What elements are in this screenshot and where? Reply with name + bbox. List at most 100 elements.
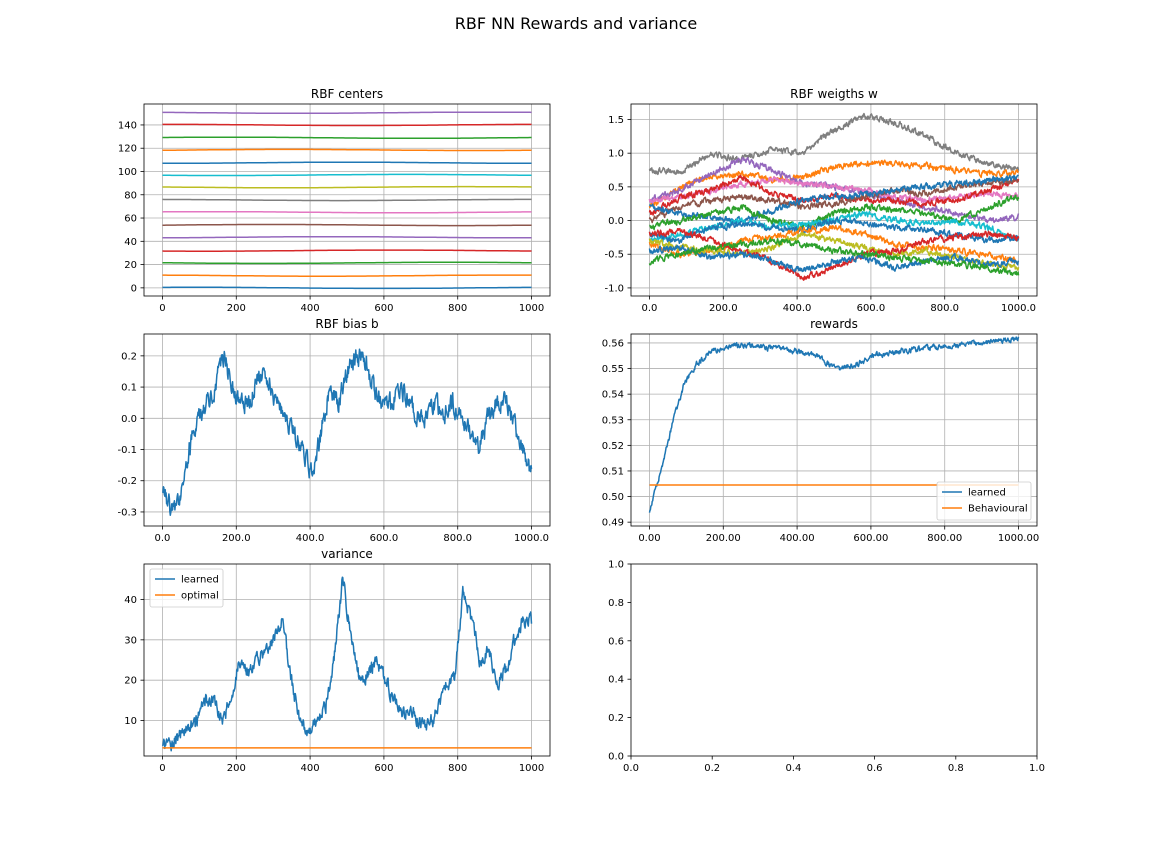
subplot-title: RBF weigths w (790, 87, 878, 101)
y-tick-label: 0.0 (608, 752, 624, 763)
x-tick-label: 800 (448, 303, 467, 314)
y-tick-label: 0.54 (602, 390, 624, 401)
y-tick-label: 0.2 (121, 351, 137, 362)
x-tick-label: 0.00 (638, 533, 660, 544)
series-line-weights-2 (648, 156, 1020, 224)
x-tick-label: 0 (159, 303, 165, 314)
x-tick-label: 200.0 (709, 303, 738, 314)
x-tick-label: 600 (374, 763, 393, 774)
y-tick-label: 80 (124, 190, 137, 201)
y-tick-label: 1.5 (608, 115, 624, 126)
series-line-centers-5 (162, 223, 532, 227)
y-tick-label: -0.1 (117, 445, 137, 456)
x-tick-label: 0 (159, 763, 165, 774)
x-tick-label: 0.0 (155, 533, 171, 544)
y-tick-label: -0.2 (117, 476, 137, 487)
y-tick-label: 40 (124, 237, 137, 248)
y-tick-label: -1.0 (604, 283, 624, 294)
series-line-centers-2 (162, 261, 532, 265)
x-tick-label: 400 (301, 303, 320, 314)
y-tick-label: 30 (124, 635, 137, 646)
x-tick-label: 400.0 (296, 533, 325, 544)
series-line-weights-14 (648, 237, 1020, 276)
x-tick-label: 600.00 (853, 533, 888, 544)
x-tick-label: 0.2 (704, 763, 720, 774)
legend-label: Behavioural (968, 504, 1028, 515)
x-tick-label: 1000.00 (998, 533, 1039, 544)
x-tick-label: 400.00 (780, 533, 815, 544)
legend-label: learned (968, 488, 1006, 499)
figure-title: RBF NN Rewards and variance (455, 14, 697, 33)
y-tick-label: 1.0 (608, 560, 624, 571)
subplot-rewards: 0.00 200.00 400.00 600.00 800.00 1000.00 0.49 0… (602, 317, 1039, 544)
series-line-centers-7 (162, 198, 532, 202)
y-tick-label: 0.6 (608, 636, 624, 647)
subplot-title: variance (321, 547, 373, 561)
x-tick-label: 400 (301, 763, 320, 774)
x-tick-label: 200 (227, 303, 246, 314)
x-tick-label: 200.00 (706, 533, 741, 544)
axes-frame (143, 103, 551, 297)
series-line-weights-11 (648, 231, 1020, 271)
y-tick-label: 20 (124, 676, 137, 687)
y-tick-label: 20 (124, 260, 137, 271)
series-line-weights-12 (648, 227, 1020, 281)
y-tick-label: 60 (124, 214, 137, 225)
y-tick-label: 140 (118, 120, 137, 131)
y-tick-label: 0.2 (608, 713, 624, 724)
legend: learned optimal (149, 568, 224, 608)
x-tick-label: 800 (448, 763, 467, 774)
axes-frame (630, 103, 1038, 297)
series-line-centers-10 (162, 161, 532, 165)
x-tick-label: 0.4 (785, 763, 801, 774)
x-tick-label: 0.0 (623, 763, 639, 774)
series-line-centers-8 (162, 185, 532, 189)
x-tick-label: 800.0 (443, 533, 472, 544)
x-tick-label: 0.8 (948, 763, 964, 774)
y-tick-label: 0.4 (608, 675, 624, 686)
series-line-weights-3 (648, 175, 1020, 204)
x-tick-label: 1000.0 (514, 533, 549, 544)
x-tick-label: 200.0 (222, 533, 251, 544)
legend-label: learned (181, 575, 219, 586)
y-tick-label: 0.50 (602, 492, 624, 503)
series-line-weights-13 (648, 244, 1020, 273)
series-line-centers-4 (162, 235, 532, 239)
series-line-centers-11 (162, 148, 532, 152)
series-line-weights-0 (648, 112, 1020, 176)
series-line-centers-9 (162, 173, 532, 177)
x-tick-label: 600.0 (370, 533, 399, 544)
y-tick-label: 10 (124, 716, 137, 727)
x-tick-label: 600 (374, 303, 393, 314)
axes-frame (143, 333, 551, 527)
y-tick-label: 0.51 (602, 466, 624, 477)
series-line-weights-5 (648, 176, 1020, 224)
y-tick-label: 120 (118, 144, 137, 155)
x-tick-label: 0.6 (867, 763, 883, 774)
y-tick-label: -0.3 (117, 507, 137, 518)
y-tick-label: -0.5 (604, 250, 624, 261)
x-tick-label: 400.0 (783, 303, 812, 314)
series-line-centers-1 (162, 274, 532, 277)
axes-frame (630, 333, 1038, 527)
series-line-centers-13 (162, 123, 532, 127)
subplot-title: rewards (810, 317, 858, 331)
series-line-centers-14 (162, 111, 532, 115)
y-tick-label: 0.0 (608, 216, 624, 227)
x-tick-label: 200 (227, 763, 246, 774)
x-tick-label: 1000 (519, 763, 544, 774)
y-tick-label: 40 (124, 595, 137, 606)
subplot-variance: 0 200 400 600 800 1000 10 20 30 40 variance learned… (124, 547, 551, 774)
legend-label: optimal (181, 591, 219, 602)
y-tick-label: 100 (118, 167, 137, 178)
series-line-centers-12 (162, 136, 532, 140)
series-line-bias-0 (161, 348, 533, 517)
series-line-centers-0 (162, 286, 532, 290)
subplot-weights: 0.0 200.0 400.0 600.0 800.0 1000.0 -1.0 -0.5 0.0… (604, 87, 1038, 314)
series-line-rewards-0 (648, 336, 1020, 513)
y-tick-label: 0.55 (602, 364, 624, 375)
subplot-bias: 0.0 200.0 400.0 600.0 800.0 1000.0 -0.3 -0.2 -0.… (117, 317, 551, 544)
y-tick-label: 0.8 (608, 598, 624, 609)
y-tick-label: 0 (131, 283, 137, 294)
x-tick-label: 1000 (519, 303, 544, 314)
